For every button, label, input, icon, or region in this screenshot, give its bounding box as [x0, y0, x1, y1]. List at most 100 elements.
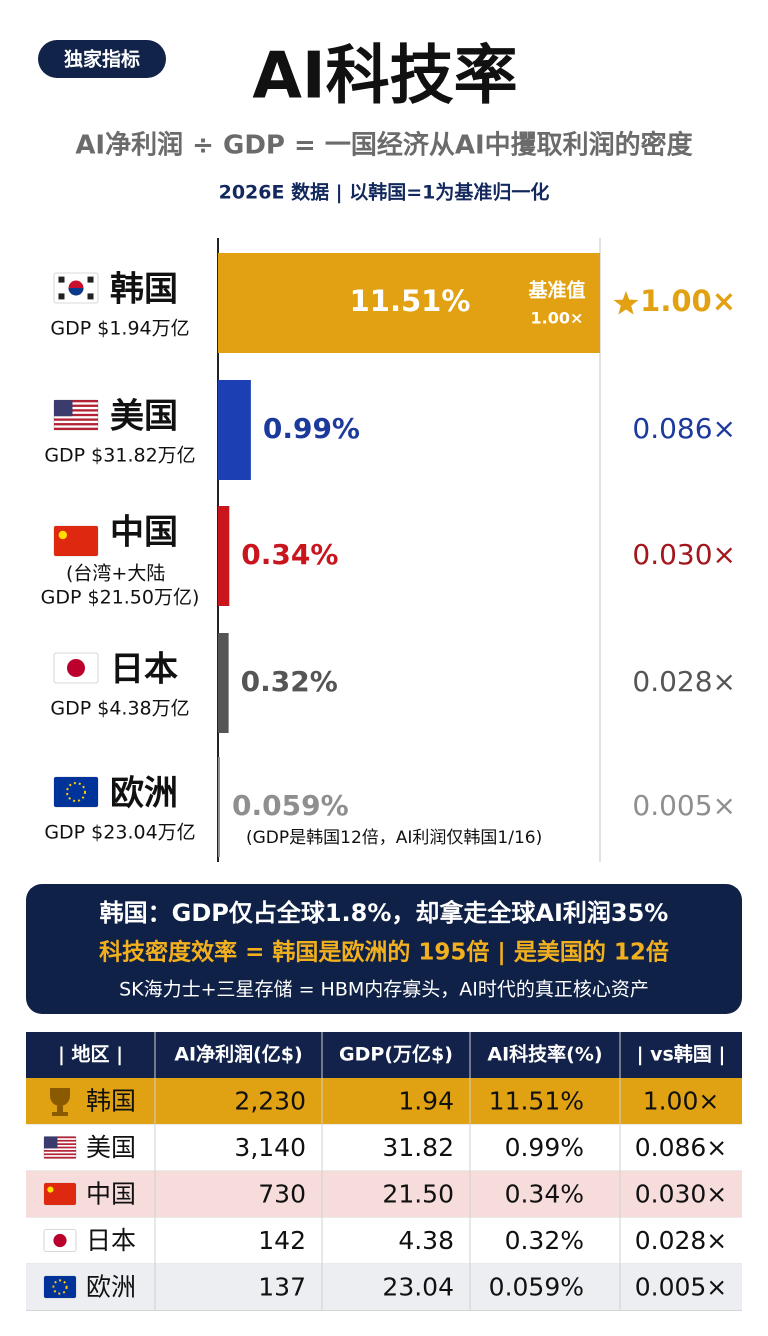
flag-part	[54, 400, 98, 403]
value-label: 11.51%	[350, 284, 471, 318]
column-header: GDP(万亿$)	[339, 1043, 453, 1066]
bar	[218, 380, 251, 480]
table-cell: 4.38	[398, 1226, 454, 1255]
table-cell: 美国	[86, 1133, 136, 1162]
bar-note: (GDP是韩国12倍，AI利润仅韩国1/16)	[246, 828, 542, 848]
column-header: | vs韩国 |	[637, 1043, 726, 1066]
title: AI科技率	[252, 40, 517, 114]
gdp-label: GDP $1.94万亿	[50, 318, 189, 340]
flag-part	[53, 1233, 67, 1248]
flag-part	[54, 526, 98, 556]
badge-text: 独家指标	[64, 48, 140, 71]
flag-part	[54, 413, 98, 417]
table-cell: 0.059%	[489, 1272, 584, 1301]
flag-part	[68, 288, 84, 296]
bar	[218, 757, 220, 857]
subtitle: AI净利润 ÷ GDP = 一国经济从AI中攫取利润的密度	[75, 130, 692, 161]
ratio-label: 0.028×	[632, 665, 736, 698]
category-label: 欧洲	[110, 774, 178, 814]
ratio-label: 0.086×	[632, 412, 736, 445]
badge	[38, 40, 166, 78]
flag-part	[44, 1153, 76, 1156]
flag-part	[58, 276, 65, 283]
trophy-icon	[50, 1088, 70, 1116]
bar	[218, 506, 230, 606]
table-row	[26, 1078, 742, 1125]
flag-part	[67, 659, 85, 677]
value-label: 0.059%	[232, 789, 349, 822]
flag-part	[44, 1136, 76, 1139]
table-cell: 韩国	[86, 1086, 136, 1115]
flag-part	[58, 293, 65, 300]
flag-part	[54, 777, 98, 807]
table-cell: 日本	[86, 1226, 136, 1255]
column-header: AI净利润(亿$)	[174, 1043, 302, 1066]
flag-part	[47, 1186, 54, 1193]
table-cell: 730	[258, 1179, 306, 1208]
gdp-label: GDP $31.82万亿	[44, 445, 195, 467]
category-label: 中国	[110, 513, 178, 553]
category-label: 美国	[110, 397, 178, 437]
table-row	[26, 1264, 742, 1311]
value-label: 0.99%	[263, 412, 360, 445]
category-note: (台湾+大陆	[66, 563, 165, 585]
table-cell: 中国	[86, 1179, 136, 1208]
value-label: 0.32%	[241, 665, 338, 698]
flag-part	[66, 782, 86, 802]
table-header	[26, 1032, 742, 1078]
flag-part	[58, 530, 67, 540]
table-cell: 0.99%	[505, 1133, 584, 1162]
summary-line: SK海力士+三星存储 = HBM内存寡头，AI时代的真正核心资产	[119, 979, 649, 1001]
table-row	[26, 1124, 742, 1171]
flag-part	[44, 1276, 76, 1298]
ratio-label: 1.00×	[640, 284, 736, 318]
baseline-ratio: 1.00×	[531, 309, 584, 328]
flag-part	[87, 276, 94, 283]
flag-part	[54, 409, 98, 412]
flag-part	[44, 1183, 76, 1205]
table-cell: 0.030×	[635, 1179, 728, 1208]
table-row	[26, 1217, 742, 1264]
value-label: 0.34%	[241, 538, 338, 571]
ratio-label: 0.030×	[632, 538, 736, 571]
table-cell: 0.086×	[635, 1133, 728, 1162]
column-header: | 地区 |	[58, 1043, 123, 1066]
table-cell: 31.82	[382, 1133, 454, 1162]
table-row	[26, 1171, 742, 1218]
table-cell: 0.028×	[635, 1226, 728, 1255]
flag-part	[87, 293, 94, 300]
baseline-label: 基准值	[527, 279, 585, 302]
flag-part	[44, 1146, 76, 1149]
flag-part	[54, 427, 98, 430]
table-cell: 2,230	[234, 1086, 306, 1115]
flag-part	[54, 404, 98, 407]
ratio-label: 0.005×	[632, 789, 736, 822]
gdp-label: GDP $4.38万亿	[50, 698, 189, 720]
column-header: AI科技率(%)	[487, 1043, 602, 1066]
table-cell: 11.51%	[489, 1086, 584, 1115]
gdp-label: GDP $21.50万亿)	[41, 587, 200, 609]
table-cell: 1.00×	[643, 1086, 720, 1115]
gdp-label: GDP $23.04万亿	[44, 822, 195, 844]
flag-part	[54, 423, 98, 426]
summary-line: 科技密度效率 = 韩国是欧洲的 195倍 | 是美国的 12倍	[99, 939, 669, 966]
table-cell: 0.005×	[635, 1272, 728, 1301]
flag-part	[44, 1136, 58, 1149]
table-cell: 21.50	[382, 1179, 454, 1208]
table-cell: 142	[258, 1226, 306, 1255]
note: 2026E 数据 | 以韩国=1为基准归一化	[219, 181, 550, 204]
category-label: 日本	[110, 650, 178, 690]
flag-part	[44, 1143, 76, 1145]
category-label: 韩国	[110, 270, 178, 310]
table-cell: 0.34%	[505, 1179, 584, 1208]
table-cell: 1.94	[398, 1086, 454, 1115]
flag-part	[54, 418, 98, 421]
flag-part	[44, 1139, 76, 1142]
bar	[218, 253, 600, 353]
star-icon	[613, 291, 639, 315]
table-cell: 0.32%	[505, 1226, 584, 1255]
table-cell: 3,140	[234, 1133, 306, 1162]
table-cell: 欧洲	[86, 1272, 136, 1301]
bar	[218, 633, 229, 733]
